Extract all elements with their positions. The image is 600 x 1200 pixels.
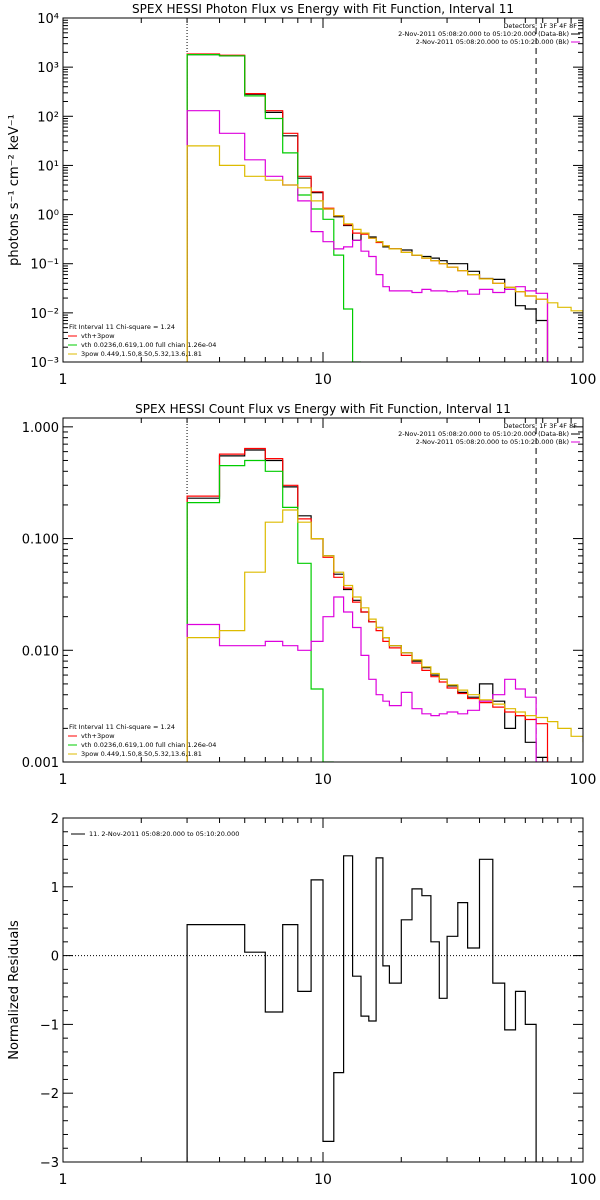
y-tick-label: −1 xyxy=(40,1018,59,1033)
x-tick-label: 10 xyxy=(314,1172,332,1188)
series-line xyxy=(186,459,334,762)
y-tick-label: 2 xyxy=(51,812,59,827)
chart-title: SPEX HESSI Photon Flux vs Energy with Fi… xyxy=(132,2,514,16)
series-line xyxy=(186,54,549,362)
y-tick-label: −3 xyxy=(40,1156,59,1171)
legend-entry-text: 2-Nov-2011 05:08:20.000 to 05:10:20.000 … xyxy=(398,430,569,438)
x-tick-label: 100 xyxy=(570,1172,597,1188)
y-axis-label: photons s⁻¹ cm⁻² keV⁻¹ xyxy=(7,114,22,266)
series-line xyxy=(186,855,537,1162)
legend-entry-text: Detectors: 1F 3F 4F 8F xyxy=(503,22,577,30)
series-group xyxy=(186,53,583,362)
legend-entry-text: 11. 2-Nov-2011 05:08:20.000 to 05:10:20.… xyxy=(89,830,239,838)
legend-entry-text: vth+3pow xyxy=(81,732,115,740)
plot-frame xyxy=(62,17,584,363)
series-group xyxy=(186,447,583,762)
series-line xyxy=(186,53,549,362)
photon-flux-panel: SPEX HESSI Photon Flux vs Energy with Fi… xyxy=(7,2,596,388)
legend-entry-text: 3pow 0.449,1.50,8.50,5.32,13.6,1.81 xyxy=(81,750,202,758)
legend-entry-text: vth+3pow xyxy=(81,332,115,340)
y-tick-label: 10⁻¹ xyxy=(30,258,59,273)
legend-entry-text: vth 0.0236,0.619,1.00 full chian 1.26e-0… xyxy=(81,741,216,749)
x-tick-label: 10 xyxy=(314,772,332,788)
x-tick-label: 1 xyxy=(59,1172,68,1188)
y-tick-label: 10² xyxy=(37,110,59,125)
legend-entry-text: 2-Nov-2011 05:08:20.000 to 05:10:20.000 … xyxy=(416,38,569,46)
y-tick-label: 10¹ xyxy=(37,159,59,174)
y-tick-label: 10⁴ xyxy=(37,12,59,27)
y-tick-label: 1.000 xyxy=(22,421,59,436)
y-tick-label: 10⁻² xyxy=(30,307,59,322)
x-tick-label: 100 xyxy=(570,372,597,388)
residuals-panel: Normalized Residuals 1 10 100 −3 −2 −1 0 1 2 11. 2… xyxy=(7,812,596,1188)
y-tick-label: 0.100 xyxy=(22,533,59,548)
series-line xyxy=(186,596,548,762)
series-line xyxy=(186,54,361,362)
series-line xyxy=(186,110,549,362)
y-tick-label: 10³ xyxy=(37,61,59,76)
plot-frame xyxy=(62,817,584,1163)
series-line xyxy=(186,509,583,762)
legend-entry-text: 2-Nov-2011 05:08:20.000 to 05:10:20.000 … xyxy=(416,438,569,446)
legend-entry-text: 3pow 0.449,1.50,8.50,5.32,13.6,1.81 xyxy=(81,350,202,358)
series-group xyxy=(186,855,537,1162)
y-tick-label: 0.001 xyxy=(22,756,59,771)
y-tick-label: 10⁰ xyxy=(37,209,59,224)
x-tick-label: 100 xyxy=(570,772,597,788)
chart-title: SPEX HESSI Count Flux vs Energy with Fit… xyxy=(135,402,511,416)
y-tick-label: 0.010 xyxy=(22,644,59,659)
series-line xyxy=(186,447,549,762)
y-tick-label: 10⁻³ xyxy=(30,356,59,371)
series-line xyxy=(186,449,549,762)
legend-entry-text: vth 0.0236,0.619,1.00 full chian 1.26e-0… xyxy=(81,341,216,349)
count-flux-panel: SPEX HESSI Count Flux vs Energy with Fit… xyxy=(22,402,597,788)
y-tick-label: 1 xyxy=(51,881,59,896)
x-tick-label: 1 xyxy=(59,772,68,788)
legend-entry-text: Fit Interval 11 Chi-square = 1.24 xyxy=(69,323,175,331)
y-tick-label: 0 xyxy=(51,950,59,965)
plot-frame xyxy=(62,417,584,763)
y-tick-label: −2 xyxy=(40,1087,59,1102)
x-tick-label: 10 xyxy=(314,372,332,388)
y-axis-label: Normalized Residuals xyxy=(7,920,22,1060)
legend-entry-text: 2-Nov-2011 05:08:20.000 to 05:10:20.000 … xyxy=(398,30,569,38)
x-tick-label: 1 xyxy=(59,372,68,388)
legend-entry-text: Fit Interval 11 Chi-square = 1.24 xyxy=(69,723,175,731)
series-line xyxy=(186,145,583,362)
legend-entry-text: Detectors: 1F 3F 4F 8F xyxy=(503,422,577,430)
